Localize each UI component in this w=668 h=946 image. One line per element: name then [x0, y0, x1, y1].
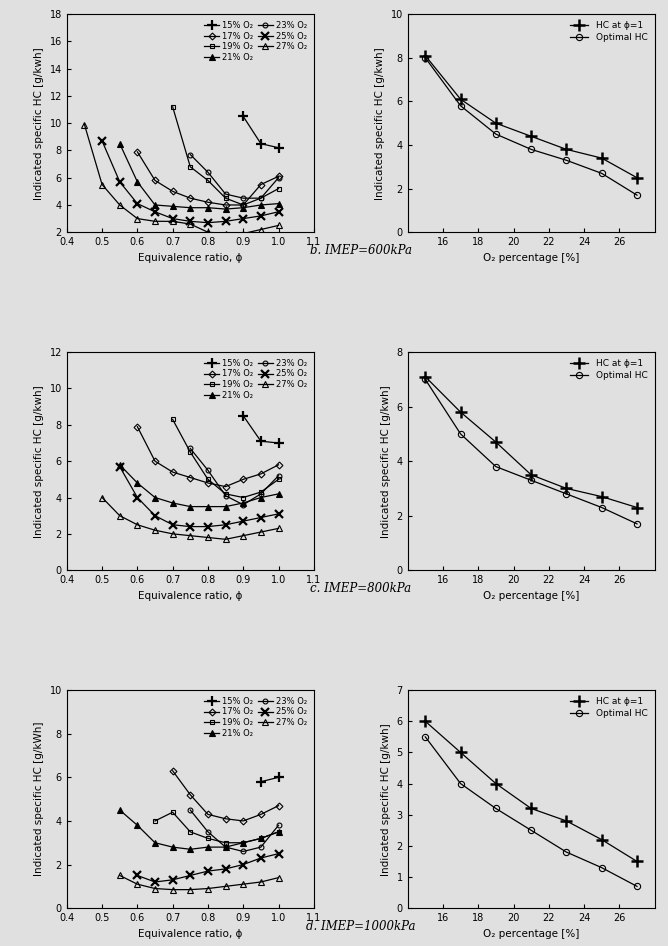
HC at ϕ=1 [562, 144, 570, 155]
Legend: 15% O₂, 17% O₂, 19% O₂, 21% O₂, 23% O₂, 25% O₂, 27% O₂: 15% O₂, 17% O₂, 19% O₂, 21% O₂, 23% O₂, … [202, 357, 310, 402]
HC at ϕ=1 [562, 815, 570, 827]
Line: Optimal HC: Optimal HC [422, 734, 640, 889]
Y-axis label: Indicated specific HC [g/kwh]: Indicated specific HC [g/kwh] [34, 47, 44, 200]
Optimal HC [422, 374, 430, 385]
Line: HC at ϕ=1: HC at ϕ=1 [420, 716, 643, 867]
Legend: HC at ϕ=1, Optimal HC: HC at ϕ=1, Optimal HC [568, 694, 650, 721]
Optimal HC [633, 518, 641, 530]
Text: b. IMEP=600kPa: b. IMEP=600kPa [310, 243, 411, 256]
Optimal HC [633, 189, 641, 201]
Optimal HC [562, 847, 570, 858]
HC at ϕ=1 [456, 746, 464, 758]
HC at ϕ=1 [598, 834, 606, 846]
Optimal HC [562, 154, 570, 166]
Optimal HC [422, 731, 430, 743]
HC at ϕ=1 [422, 715, 430, 727]
HC at ϕ=1 [492, 117, 500, 129]
HC at ϕ=1 [456, 407, 464, 418]
Y-axis label: Indicated specific HC [g/kwh]: Indicated specific HC [g/kwh] [381, 385, 391, 537]
Optimal HC [456, 778, 464, 789]
HC at ϕ=1 [422, 50, 430, 61]
Y-axis label: Indicated specific HC [g/kwh]: Indicated specific HC [g/kwh] [381, 723, 391, 875]
Text: d. IMEP=1000kPa: d. IMEP=1000kPa [306, 920, 415, 933]
HC at ϕ=1 [633, 501, 641, 513]
X-axis label: Equivalence ratio, ϕ: Equivalence ratio, ϕ [138, 253, 242, 263]
Optimal HC [456, 429, 464, 440]
Optimal HC [562, 488, 570, 499]
Line: Optimal HC: Optimal HC [422, 377, 640, 527]
Y-axis label: Indicated specific HC [g/kwh]: Indicated specific HC [g/kwh] [375, 47, 385, 200]
Text: c. IMEP=800kPa: c. IMEP=800kPa [310, 582, 411, 594]
HC at ϕ=1 [527, 803, 535, 815]
Legend: 15% O₂, 17% O₂, 19% O₂, 21% O₂, 23% O₂, 25% O₂, 27% O₂: 15% O₂, 17% O₂, 19% O₂, 21% O₂, 23% O₂, … [202, 18, 310, 64]
HC at ϕ=1 [492, 436, 500, 447]
HC at ϕ=1 [492, 778, 500, 789]
Optimal HC [598, 167, 606, 179]
Optimal HC [527, 825, 535, 836]
HC at ϕ=1 [562, 482, 570, 494]
HC at ϕ=1 [456, 94, 464, 105]
Y-axis label: Indicated specific HC [g/kwh]: Indicated specific HC [g/kwh] [34, 385, 44, 537]
Legend: HC at ϕ=1, Optimal HC: HC at ϕ=1, Optimal HC [568, 19, 650, 44]
Line: HC at ϕ=1: HC at ϕ=1 [420, 371, 643, 513]
X-axis label: O₂ percentage [%]: O₂ percentage [%] [483, 253, 579, 263]
Optimal HC [492, 803, 500, 815]
HC at ϕ=1 [633, 856, 641, 867]
Optimal HC [598, 862, 606, 873]
Legend: 15% O₂, 17% O₂, 19% O₂, 21% O₂, 23% O₂, 25% O₂, 27% O₂: 15% O₂, 17% O₂, 19% O₂, 21% O₂, 23% O₂, … [202, 694, 310, 741]
X-axis label: O₂ percentage [%]: O₂ percentage [%] [483, 590, 579, 601]
Optimal HC [492, 461, 500, 472]
HC at ϕ=1 [598, 491, 606, 502]
Optimal HC [527, 144, 535, 155]
X-axis label: O₂ percentage [%]: O₂ percentage [%] [483, 929, 579, 938]
Line: HC at ϕ=1: HC at ϕ=1 [420, 50, 643, 184]
Y-axis label: Indicated specific HC [g/kWh]: Indicated specific HC [g/kWh] [34, 722, 44, 876]
HC at ϕ=1 [422, 371, 430, 382]
HC at ϕ=1 [527, 131, 535, 142]
Optimal HC [456, 100, 464, 112]
HC at ϕ=1 [527, 469, 535, 481]
HC at ϕ=1 [598, 152, 606, 164]
Optimal HC [598, 501, 606, 513]
Legend: HC at ϕ=1, Optimal HC: HC at ϕ=1, Optimal HC [568, 357, 650, 383]
HC at ϕ=1 [633, 172, 641, 184]
X-axis label: Equivalence ratio, ϕ: Equivalence ratio, ϕ [138, 590, 242, 601]
Optimal HC [527, 475, 535, 486]
Optimal HC [492, 129, 500, 140]
X-axis label: Equivalence ratio, ϕ: Equivalence ratio, ϕ [138, 929, 242, 938]
Optimal HC [422, 52, 430, 63]
Line: Optimal HC: Optimal HC [422, 55, 640, 199]
Optimal HC [633, 881, 641, 892]
